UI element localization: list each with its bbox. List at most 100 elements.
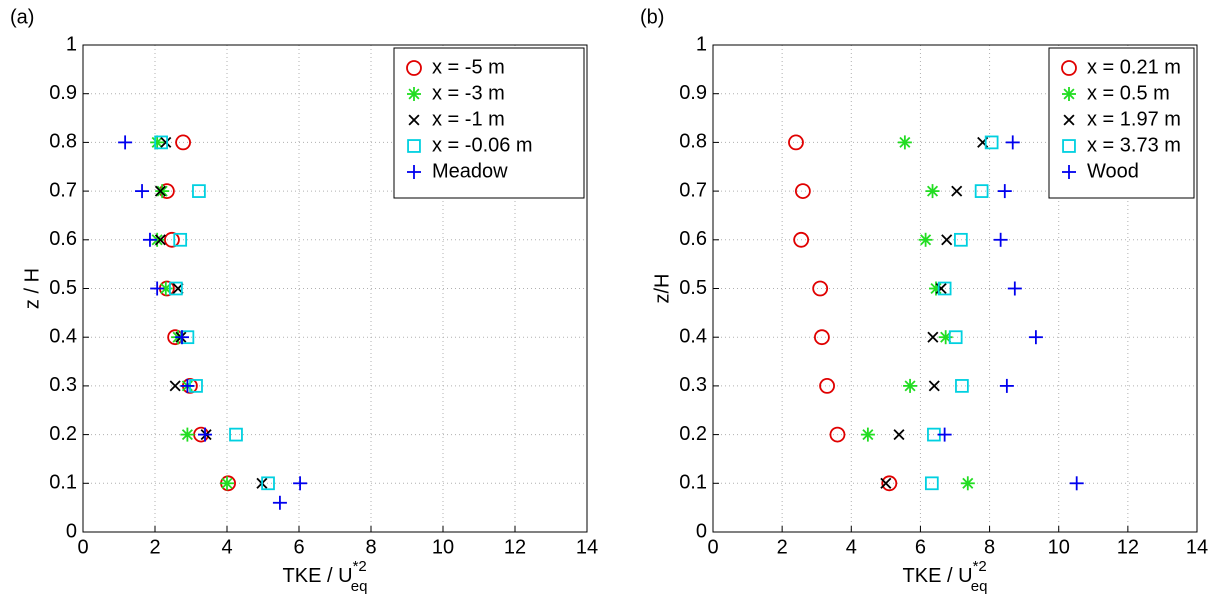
data-point	[1028, 330, 1043, 345]
data-point	[788, 134, 804, 151]
x-axis-label-main: TKE / U	[903, 565, 973, 587]
y-tick-label: 0.7	[49, 179, 77, 201]
marker-shape	[1061, 60, 1077, 76]
legend-label: x = -0.06 m	[432, 134, 533, 156]
x-axis-label-main: TKE / U	[283, 565, 353, 587]
marker-shape	[881, 475, 898, 492]
data-point	[924, 476, 939, 491]
y-tick-label: 0.5	[679, 277, 707, 299]
y-tick-label: 0.9	[49, 82, 77, 104]
y-axis-label: z / H	[21, 268, 43, 309]
y-tick-label: 0.1	[679, 472, 707, 494]
legend-label: x = 0.21 m	[1087, 56, 1181, 78]
marker-stroke	[862, 429, 874, 441]
legend-marker	[1063, 114, 1075, 126]
y-tick-label: 0.4	[679, 325, 707, 347]
legend-marker	[407, 87, 421, 101]
x-axis-label-sub: eq	[351, 578, 368, 595]
marker-stroke	[408, 88, 420, 100]
x-axis-label: TKE / U*2 eq	[903, 558, 988, 595]
legend-box	[393, 47, 585, 199]
data-point	[937, 427, 952, 442]
marker-shape	[948, 330, 963, 345]
y-tick-label: 0.4	[49, 325, 77, 347]
marker-stroke	[169, 380, 181, 392]
x-tick-label: 6	[293, 536, 304, 558]
marker-stroke	[893, 429, 905, 441]
marker-shape	[229, 427, 243, 442]
data-point	[1069, 476, 1084, 491]
marker-stroke	[221, 477, 233, 489]
marker-stroke	[181, 429, 193, 441]
data-point	[169, 380, 181, 392]
x-tick-label: 0	[707, 536, 718, 558]
y-tick-label: 0.2	[679, 423, 707, 445]
y-tick-label: 0.7	[679, 179, 707, 201]
marker-shape	[794, 183, 811, 200]
legend-label: Meadow	[432, 160, 508, 182]
data-point	[794, 183, 811, 200]
marker-stroke	[941, 234, 953, 246]
marker-stroke	[904, 380, 916, 392]
data-point	[150, 281, 165, 296]
marker-shape	[829, 426, 846, 443]
y-tick-label: 0	[696, 520, 707, 542]
y-tick-label: 0.6	[679, 228, 707, 250]
marker-stroke	[151, 136, 163, 148]
legend-marker	[408, 114, 420, 126]
y-axis-label: z/H	[651, 274, 673, 304]
data-point	[881, 475, 898, 492]
marker-stroke	[926, 185, 939, 197]
data-point	[814, 329, 830, 346]
data-point	[1005, 135, 1020, 150]
marker-shape	[984, 135, 999, 150]
data-point	[192, 184, 206, 198]
panel-label: (a)	[10, 6, 34, 28]
data-point	[951, 185, 963, 197]
plot-frame	[82, 44, 588, 533]
x-tick-label: 0	[77, 536, 88, 558]
marker-shape	[407, 139, 421, 153]
legend-label: x = 3.73 m	[1087, 134, 1181, 156]
data-point	[118, 135, 133, 150]
data-point	[154, 135, 168, 150]
data-point	[893, 429, 905, 441]
data-point	[135, 184, 150, 199]
data-point	[261, 476, 275, 491]
marker-stroke	[160, 136, 172, 148]
x-tick-label: 6	[915, 536, 926, 558]
y-tick-label: 0	[66, 520, 77, 542]
marker-shape	[924, 476, 939, 491]
x-tick-label: 10	[1048, 536, 1070, 558]
data-point	[984, 135, 999, 150]
marker-stroke	[154, 234, 166, 246]
y-tick-label: 0.5	[49, 277, 77, 299]
data-point	[154, 185, 166, 197]
marker-shape	[955, 379, 969, 393]
marker-shape	[406, 60, 422, 76]
x-tick-label: 2	[149, 536, 160, 558]
data-point	[150, 135, 165, 150]
marker-shape	[164, 231, 180, 248]
marker-shape	[175, 134, 191, 151]
y-tick-label: 0.8	[49, 131, 77, 153]
data-point	[793, 231, 810, 248]
data-point	[927, 331, 939, 343]
marker-stroke	[962, 477, 974, 489]
legend-marker	[1062, 139, 1076, 153]
data-point	[180, 378, 195, 393]
x-tick-label: 12	[1117, 536, 1139, 558]
y-tick-label: 1	[696, 33, 707, 55]
data-point	[154, 234, 166, 246]
y-tick-label: 0.1	[49, 472, 77, 494]
data-point	[150, 232, 165, 247]
marker-stroke	[1063, 88, 1075, 100]
data-point	[829, 426, 846, 443]
data-point	[974, 184, 989, 198]
legend-label: x = 0.5 m	[1087, 82, 1170, 104]
data-point	[155, 184, 170, 199]
legend-marker	[1062, 87, 1076, 101]
marker-shape	[173, 232, 188, 247]
marker-stroke	[880, 477, 892, 489]
y-tick-label: 0.9	[679, 82, 707, 104]
